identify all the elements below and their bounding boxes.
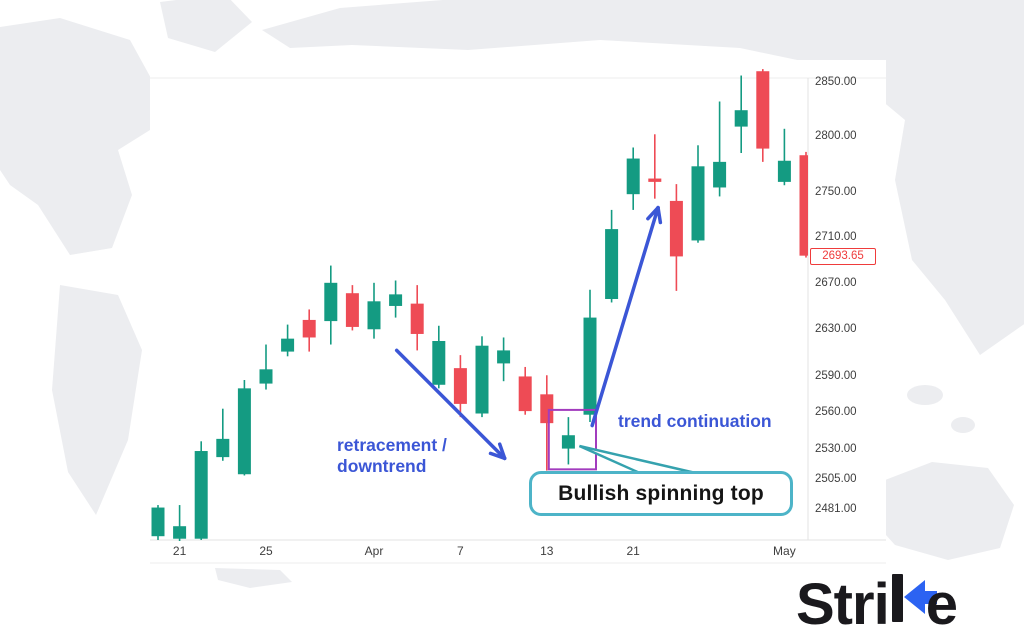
candle-24[interactable] [669, 184, 683, 291]
candle-3[interactable] [216, 408, 230, 461]
candle-body [367, 301, 381, 330]
candle-6[interactable] [281, 324, 295, 357]
candle-body [410, 303, 424, 334]
candle-body [497, 350, 511, 364]
candle-body [691, 166, 705, 241]
candle-29[interactable] [777, 128, 791, 186]
candle-body [216, 438, 230, 458]
retracement-label-line2: downtrend [337, 456, 427, 476]
candle-30[interactable] [799, 151, 813, 258]
candle-19[interactable] [561, 417, 575, 465]
candle-body [281, 338, 295, 352]
retracement-label-line1: retracement / [337, 435, 447, 455]
candle-20[interactable] [583, 289, 597, 422]
candle-body [259, 369, 273, 384]
candle-1[interactable] [173, 505, 187, 542]
candle-body [777, 160, 791, 182]
candle-25[interactable] [691, 145, 705, 243]
candle-15[interactable] [475, 336, 489, 418]
candle-body [583, 317, 597, 415]
callout-leader-line [578, 444, 643, 476]
candles-group [151, 69, 813, 542]
candle-body [324, 282, 338, 322]
trend-continuation-arrow [590, 205, 663, 428]
candle-16[interactable] [497, 337, 511, 382]
candle-9[interactable] [345, 285, 359, 331]
strike-logo-text-right: e [925, 572, 958, 637]
candle-0[interactable] [151, 505, 165, 540]
spinning-top-highlight-box [547, 408, 597, 471]
candle-8[interactable] [324, 265, 338, 345]
candle-body [194, 451, 208, 539]
last-price-label: 2693.65 [810, 247, 876, 265]
trend-continuation-label: trend continuation [618, 411, 772, 431]
candle-body [151, 507, 165, 537]
candle-body [540, 394, 554, 424]
candle-body [345, 293, 359, 327]
callout-leader-line [579, 444, 701, 476]
candle-14[interactable] [453, 355, 467, 418]
candle-body [432, 340, 446, 385]
candle-body [713, 161, 727, 188]
candle-body [626, 158, 640, 195]
candle-body [734, 110, 748, 127]
candle-body [173, 526, 187, 539]
candle-body [561, 435, 575, 449]
candle-7[interactable] [302, 309, 316, 352]
candle-21[interactable] [605, 209, 619, 303]
candle-body [475, 345, 489, 414]
candle-body [389, 294, 403, 306]
candle-body [453, 368, 467, 404]
candle-28[interactable] [756, 69, 770, 162]
candle-11[interactable] [389, 280, 403, 318]
candle-body [237, 388, 251, 475]
candle-10[interactable] [367, 282, 381, 339]
candle-27[interactable] [734, 75, 748, 154]
candle-22[interactable] [626, 147, 640, 210]
candle-5[interactable] [259, 344, 273, 390]
candle-body [302, 319, 316, 338]
continent-shapes [0, 0, 1024, 588]
candle-body [518, 376, 532, 412]
strike-logo-k-arrow-icon [891, 566, 937, 634]
candle-17[interactable] [518, 366, 532, 415]
retracement-label: retracement / downtrend [337, 435, 447, 477]
retracement-arrow [394, 348, 507, 461]
candle-body [648, 178, 662, 182]
candle-18[interactable] [540, 375, 554, 471]
strike-logo-text-left: Stri [796, 572, 890, 637]
candle-4[interactable] [237, 380, 251, 476]
candle-26[interactable] [713, 101, 727, 197]
candle-2[interactable] [194, 441, 208, 540]
strike-logo: Stri e [796, 566, 958, 637]
candle-12[interactable] [410, 285, 424, 351]
candle-23[interactable] [648, 134, 662, 199]
candle-body [756, 71, 770, 149]
bullish-spinning-top-callout: Bullish spinning top [529, 471, 793, 516]
candle-body [669, 200, 683, 257]
candle-body [605, 229, 619, 299]
candle-body [799, 155, 808, 256]
candle-13[interactable] [432, 325, 446, 389]
